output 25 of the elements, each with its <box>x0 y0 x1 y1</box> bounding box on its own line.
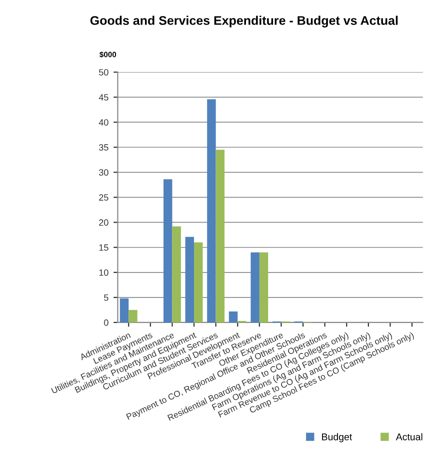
bar <box>228 311 238 322</box>
y-tick-label: 20 <box>99 219 108 226</box>
bar <box>185 236 194 322</box>
bar <box>164 179 172 322</box>
legend-label: Actual <box>396 433 422 440</box>
bar <box>120 298 129 322</box>
bar <box>172 226 181 322</box>
bar <box>250 252 260 322</box>
legend-label: Budget <box>322 433 352 442</box>
bar <box>194 242 203 322</box>
y-tick-label: 10 <box>99 269 108 276</box>
y-tick-label: 40 <box>98 119 108 126</box>
y-tick-label: 45 <box>98 94 108 101</box>
bar <box>216 150 225 322</box>
y-tick-label: 15 <box>99 244 108 251</box>
y-tick-label: 0 <box>104 319 108 326</box>
bar <box>207 99 216 322</box>
y-tick-label: 5 <box>104 294 108 301</box>
bar <box>259 252 268 322</box>
y-tick-label: 35 <box>98 144 108 151</box>
y-tick-label: 30 <box>98 169 108 176</box>
y-tick-label: 25 <box>99 194 108 201</box>
y-tick-label: 50 <box>99 69 108 76</box>
chart-title: Goods and Services Expenditure - Budget vs Actual <box>90 16 398 28</box>
bar <box>128 310 138 322</box>
